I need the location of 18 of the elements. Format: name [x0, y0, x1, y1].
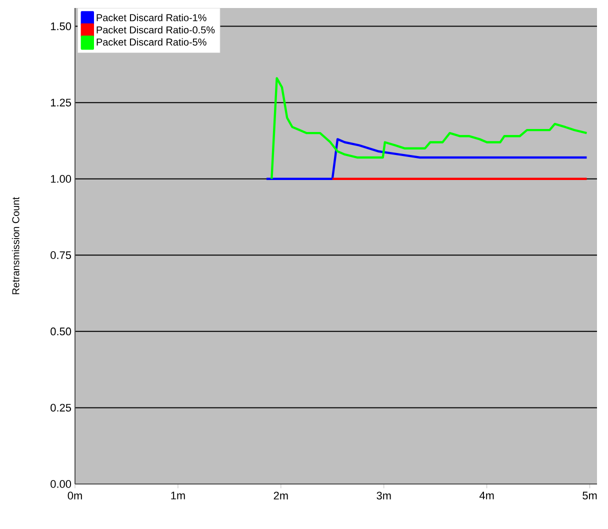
y-tick-label: 1.50 [50, 22, 72, 30]
x-tick-label: 0m [68, 492, 82, 500]
x-tick-label: 3m [376, 492, 391, 500]
x-tick-label: 2m [274, 492, 288, 500]
x-tick-label: 4m [479, 492, 494, 500]
legend-label: Packet Discard Ratio-5% [96, 38, 206, 46]
y-tick-label: 0.00 [50, 480, 72, 488]
y-tick-label: 1.00 [50, 174, 72, 183]
y-axis-title: Retransmission Count [12, 197, 20, 294]
y-tick-label: 0.25 [50, 404, 72, 412]
legend-label: Packet Discard Ratio-1% [96, 14, 206, 22]
y-tick-label: 0.75 [50, 251, 72, 260]
y-tick-label: 0.50 [50, 328, 72, 336]
line-series [265, 138, 588, 180]
x-tick-label: 5m [582, 492, 597, 500]
x-tick-label: 1m [171, 492, 185, 500]
y-tick-label: 1.25 [50, 98, 72, 106]
legend-label: Packet Discard Ratio-0.5% [96, 26, 215, 34]
